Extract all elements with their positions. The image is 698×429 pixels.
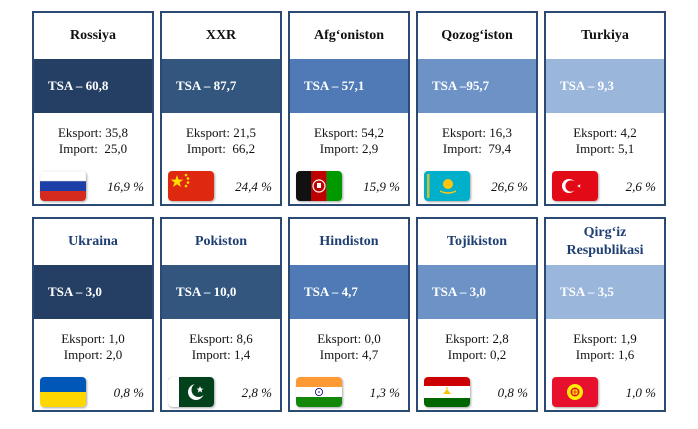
import-value: Import: 66,2 <box>186 141 256 156</box>
tsa-band: TSA – 60,8 <box>34 59 152 113</box>
country-card-qozogiston: Qozog‘iston TSA –95,7 Eksport: 16,3 Impor… <box>416 11 538 206</box>
country-name: Qozog‘iston <box>441 28 513 43</box>
share-percent: 2,6 % <box>625 179 656 194</box>
import-value: Import: 2,9 <box>319 141 379 156</box>
share-percent: 16,9 % <box>107 179 144 194</box>
import-value: Import: 1,6 <box>575 347 635 362</box>
trade-values: Eksport: 16,3 Import: 79,4 <box>418 125 536 157</box>
export-value: Eksport: 16,3 <box>441 125 513 140</box>
import-value: Import: 79,4 <box>442 141 512 156</box>
country-name: Pokiston <box>194 234 248 249</box>
pakistan-flag-icon <box>168 377 214 407</box>
share-percent: 26,6 % <box>491 179 528 194</box>
export-value: Eksport: 1,0 <box>61 331 125 346</box>
export-value: Eksport: 2,8 <box>445 331 509 346</box>
share-percent: 1,0 % <box>625 385 656 400</box>
india-flag-icon <box>296 377 342 407</box>
export-value: Eksport: 54,2 <box>313 125 385 140</box>
tsa-band: TSA – 10,0 <box>162 265 280 319</box>
trade-values: Eksport: 0,0 Import: 4,7 <box>290 331 408 363</box>
trade-values: Eksport: 4,2 Import: 5,1 <box>546 125 664 157</box>
import-value: Import: 5,1 <box>575 141 635 156</box>
china-flag-icon <box>168 171 214 201</box>
turkey-flag-icon <box>552 171 598 201</box>
trade-values: Eksport: 1,9 Import: 1,6 <box>546 331 664 363</box>
ukraine-flag-icon <box>40 377 86 407</box>
trade-values: Eksport: 35,8 Import: 25,0 <box>34 125 152 157</box>
share-percent: 1,3 % <box>369 385 400 400</box>
kazakhstan-flag-icon <box>424 171 470 201</box>
tsa-value: TSA – 3,0 <box>48 284 102 299</box>
export-value: Eksport: 4,2 <box>573 125 637 140</box>
tsa-band: TSA –95,7 <box>418 59 536 113</box>
tsa-value: TSA – 3,0 <box>432 284 486 299</box>
country-name: XXR <box>205 28 237 43</box>
trade-values: Eksport: 2,8 Import: 0,2 <box>418 331 536 363</box>
tsa-band: TSA – 87,7 <box>162 59 280 113</box>
import-value: Import: 1,4 <box>191 347 251 362</box>
country-card-afgoniston: Afg‘oniston TSA – 57,1 Eksport: 54,2 Impo… <box>288 11 410 206</box>
import-value: Import: 2,0 <box>63 347 123 362</box>
export-value: Eksport: 21,5 <box>185 125 257 140</box>
share-percent: 2,8 % <box>241 385 272 400</box>
tsa-value: TSA – 9,3 <box>560 78 614 93</box>
trade-values: Eksport: 54,2 Import: 2,9 <box>290 125 408 157</box>
tsa-value: TSA – 60,8 <box>48 78 109 93</box>
country-name: Rossiya <box>70 28 116 43</box>
tsa-value: TSA – 4,7 <box>304 284 358 299</box>
trade-values: Eksport: 21,5 Import: 66,2 <box>162 125 280 157</box>
country-card-xxr: XXR TSA – 87,7 Eksport: 21,5 Import: 66,2… <box>160 11 282 206</box>
country-card-turkiya: Turkiya TSA – 9,3 Eksport: 4,2 Import: 5,… <box>544 11 666 206</box>
export-value: Eksport: 8,6 <box>189 331 253 346</box>
tsa-band: TSA – 3,0 <box>34 265 152 319</box>
tsa-band: TSA – 9,3 <box>546 59 664 113</box>
tsa-band: TSA – 3,5 <box>546 265 664 319</box>
tajikistan-flag-icon <box>424 377 470 407</box>
country-name: Afg‘oniston <box>313 28 384 43</box>
import-value: Import: 4,7 <box>319 347 379 362</box>
country-card-pokiston: Pokiston TSA – 10,0 Eksport: 8,6 Import: … <box>160 217 282 412</box>
share-percent: 0,8 % <box>113 385 144 400</box>
import-value: Import: 0,2 <box>447 347 507 362</box>
country-name: Tojikiston <box>446 234 508 249</box>
trade-values: Eksport: 8,6 Import: 1,4 <box>162 331 280 363</box>
afghanistan-flag-icon <box>296 171 342 201</box>
share-percent: 24,4 % <box>235 179 272 194</box>
country-card-qirgiz-respublikasi: Qirg‘iz Respublikasi TSA – 3,5 Eksport: … <box>544 217 666 412</box>
tsa-value: TSA – 10,0 <box>176 284 237 299</box>
tsa-value: TSA – 57,1 <box>304 78 365 93</box>
country-card-hindiston: Hindiston TSA – 4,7 Eksport: 0,0 Import: … <box>288 217 410 412</box>
tsa-value: TSA – 87,7 <box>176 78 237 93</box>
country-card-ukraina: Ukraina TSA – 3,0 Eksport: 1,0 Import: 2,… <box>32 217 154 412</box>
kyrgyzstan-flag-icon <box>552 377 598 407</box>
tsa-band: TSA – 57,1 <box>290 59 408 113</box>
share-percent: 0,8 % <box>497 385 528 400</box>
export-value: Eksport: 0,0 <box>317 331 381 346</box>
country-name: Hindiston <box>319 234 379 249</box>
country-card-rossiya: Rossiya TSA – 60,8 Eksport: 35,8 Import: … <box>32 11 154 206</box>
tsa-value: TSA – 3,5 <box>560 284 614 299</box>
import-value: Import: 25,0 <box>58 141 128 156</box>
trade-values: Eksport: 1,0 Import: 2,0 <box>34 331 152 363</box>
country-card-tojikiston: Tojikiston TSA – 3,0 Eksport: 2,8 Import:… <box>416 217 538 412</box>
country-name: Ukraina <box>68 234 118 249</box>
tsa-value: TSA –95,7 <box>432 78 490 93</box>
russia-flag-icon <box>40 171 86 201</box>
tsa-band: TSA – 4,7 <box>290 265 408 319</box>
export-value: Eksport: 1,9 <box>573 331 637 346</box>
share-percent: 15,9 % <box>363 179 400 194</box>
country-name: Turkiya <box>581 28 629 43</box>
export-value: Eksport: 35,8 <box>57 125 129 140</box>
tsa-band: TSA – 3,0 <box>418 265 536 319</box>
country-name: Qirg‘iz Respublikasi <box>566 225 644 258</box>
